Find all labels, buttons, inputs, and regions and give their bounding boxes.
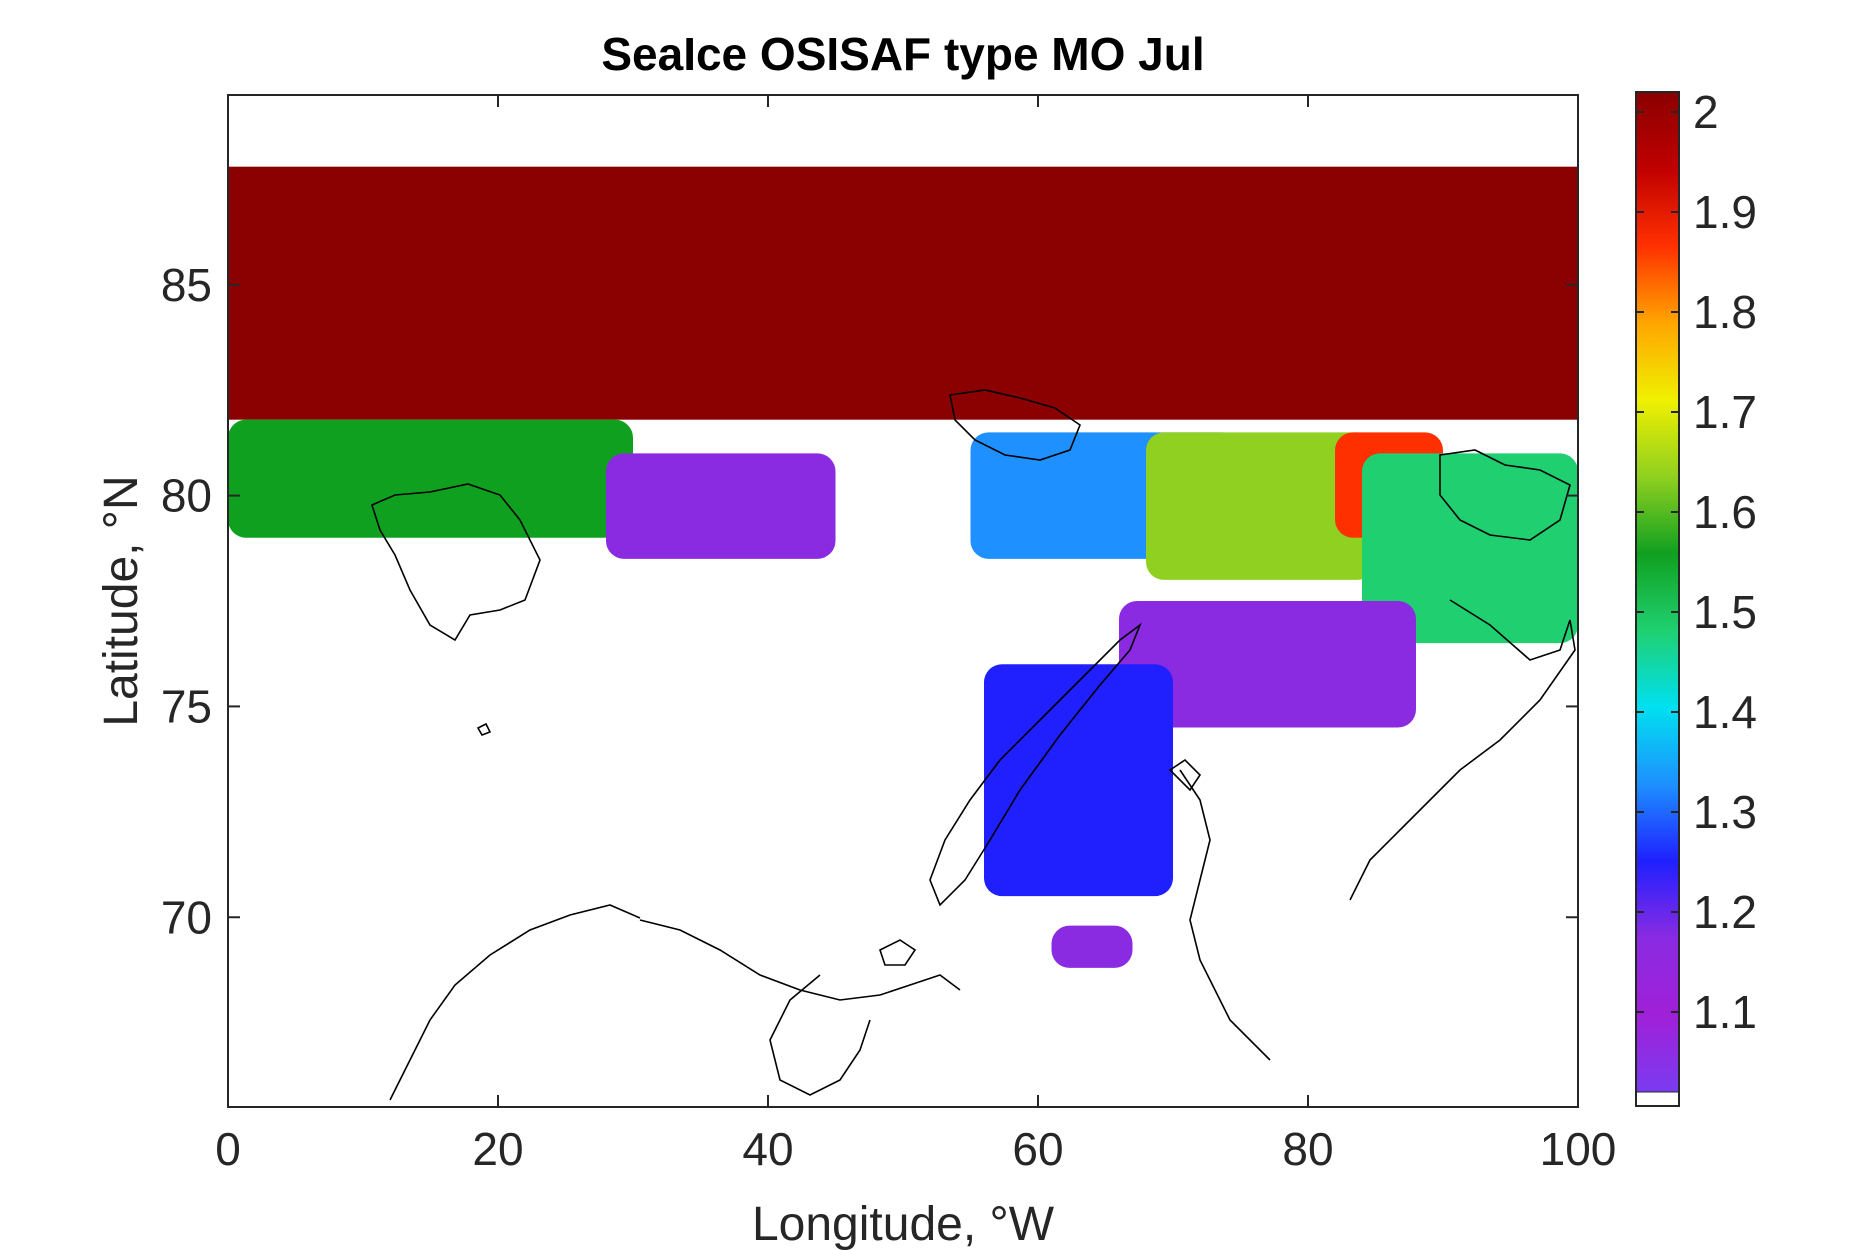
- coastline-franz-josef: [949, 389, 1081, 461]
- x-axis: 0 20 40 60 80 100: [215, 95, 1616, 1175]
- ice-region-novaya-zemlya-band: [1119, 601, 1416, 728]
- coastline-white-sea: [769, 974, 871, 1096]
- coastline-svalbard: [371, 483, 541, 642]
- colorbar-nodata-swatch: [1635, 1091, 1680, 1107]
- coastline-jan-mayen: [476, 722, 492, 736]
- y-tick-label: 75: [161, 680, 212, 732]
- x-tick-label: 40: [742, 1123, 793, 1175]
- colorbar-frame: [1635, 91, 1680, 1107]
- ice-region-east-greenland-current-south: [984, 664, 1173, 897]
- x-tick-label: 60: [1012, 1123, 1063, 1175]
- colorbar-tick-label: 1.5: [1693, 586, 1757, 638]
- x-tick-label: 100: [1540, 1123, 1617, 1175]
- x-tick-label: 80: [1282, 1123, 1333, 1175]
- colorbar-tick-label: 1.1: [1693, 986, 1757, 1038]
- plot-frame: [227, 94, 1579, 1108]
- ice-regions-layer: [228, 166, 1578, 968]
- coastline-taymyr: [1349, 599, 1576, 901]
- ice-region-denmark-strait-patch: [1051, 925, 1133, 968]
- y-axis: 70 75 80 85: [161, 259, 1578, 943]
- y-tick-label: 80: [161, 470, 212, 522]
- coastline-vaygach: [1168, 758, 1202, 792]
- x-axis-label: Longitude, °W: [752, 1198, 1055, 1250]
- chart-title: SeaIce OSISAF type MO Jul: [601, 28, 1204, 80]
- y-tick-label: 85: [161, 259, 212, 311]
- colorbar-tick-label: 2: [1693, 86, 1719, 138]
- colorbar-tick-label: 1.3: [1693, 786, 1757, 838]
- colorbar-tick-label: 1.8: [1693, 286, 1757, 338]
- x-tick-label: 20: [472, 1123, 523, 1175]
- colorbar-tick-label: 1.9: [1693, 186, 1757, 238]
- ice-region-fram-strait: [606, 453, 836, 559]
- y-tick-label: 70: [161, 891, 212, 943]
- coastline-kolguev: [879, 939, 917, 966]
- ice-region-kara-sea-east: [1362, 453, 1578, 644]
- colorbar-tick-label: 1.2: [1693, 886, 1757, 938]
- y-axis-label: Latitude, °N: [95, 475, 148, 726]
- coastline-layer: [371, 389, 1576, 1101]
- coastline-kola: [639, 919, 961, 1001]
- coastline-yamal: [1179, 769, 1271, 1061]
- coastline-scandinavia: [389, 904, 641, 1101]
- x-tick-label: 0: [215, 1123, 241, 1175]
- coastline-severnaya: [1439, 449, 1571, 541]
- colorbar-tick-label: 1.4: [1693, 686, 1757, 738]
- colorbar-ticks: 1.1 1.2 1.3 1.4 1.5 1.6 1.7 1.8 1.9 2: [1636, 86, 1757, 1038]
- colorbar-tick-label: 1.7: [1693, 386, 1757, 438]
- colorbar-tick-label: 1.6: [1693, 486, 1757, 538]
- colorbar-gradient: [1636, 92, 1679, 1092]
- coastline-novaya-zemlya: [929, 622, 1142, 907]
- ice-region-central-arctic-margin: [1146, 432, 1376, 580]
- ice-region-ice-edge-west: [228, 419, 633, 538]
- ice-region-pack-ice: [228, 166, 1578, 420]
